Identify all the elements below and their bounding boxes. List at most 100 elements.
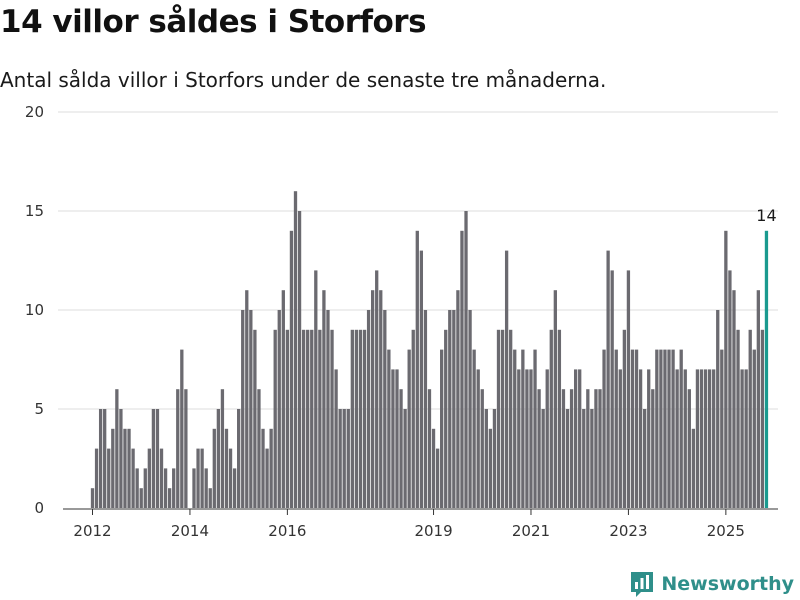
bar	[338, 409, 342, 508]
bar	[366, 310, 371, 508]
bar	[610, 270, 614, 508]
bar	[695, 369, 700, 508]
bar	[667, 349, 671, 508]
bar	[452, 310, 456, 508]
bar	[651, 389, 655, 508]
bar	[172, 468, 176, 508]
bar	[525, 369, 529, 508]
chart-subtitle: Antal sålda villor i Storfors under de s…	[0, 68, 607, 92]
bar	[111, 428, 115, 508]
bar	[399, 389, 403, 508]
bar	[257, 389, 261, 508]
bar	[391, 369, 395, 508]
bar	[269, 428, 273, 508]
bar	[232, 468, 237, 508]
bar	[488, 428, 493, 508]
bar	[123, 428, 127, 508]
bar	[671, 349, 675, 508]
bar	[529, 369, 533, 508]
bar	[127, 428, 131, 508]
bar	[561, 389, 566, 508]
bar	[545, 369, 549, 508]
bar	[537, 389, 541, 508]
bar	[476, 369, 480, 508]
bar	[245, 290, 249, 508]
bar	[281, 290, 285, 508]
bar	[212, 428, 216, 508]
bar	[740, 369, 744, 508]
bar	[322, 290, 326, 508]
bar	[683, 369, 687, 508]
bar	[314, 270, 318, 508]
bar	[119, 409, 123, 508]
bar	[318, 329, 322, 508]
bar	[553, 290, 557, 508]
bar	[224, 428, 229, 508]
bar	[573, 369, 578, 508]
bar	[582, 409, 586, 508]
bar	[200, 448, 204, 508]
bar	[480, 389, 484, 508]
bar	[517, 369, 521, 508]
bar	[744, 369, 748, 508]
bar	[578, 369, 582, 508]
y-tick-label: 0	[34, 499, 44, 517]
bar	[204, 468, 208, 508]
bar	[427, 389, 432, 508]
bar	[330, 329, 334, 508]
bars	[90, 191, 769, 509]
bar	[444, 329, 448, 508]
x-tick-label: 2016	[268, 522, 306, 540]
bar	[468, 310, 472, 508]
x-tick-label: 2023	[609, 522, 647, 540]
bar	[687, 389, 691, 508]
bar	[509, 329, 513, 508]
bar	[679, 349, 683, 508]
bar	[310, 329, 314, 508]
bar	[736, 329, 740, 508]
bar	[760, 329, 765, 508]
bar	[504, 250, 509, 508]
bar	[115, 389, 119, 508]
bar	[626, 270, 631, 508]
bar	[748, 329, 752, 508]
bar	[756, 290, 760, 508]
bar	[277, 310, 281, 508]
bar	[732, 290, 736, 508]
bar	[208, 488, 212, 508]
bar	[423, 310, 428, 508]
bar	[228, 448, 233, 508]
bar	[435, 448, 440, 508]
bar	[379, 290, 383, 508]
bar	[659, 349, 663, 508]
bar	[306, 329, 310, 508]
bar	[663, 349, 667, 508]
bar	[350, 329, 354, 508]
bar	[176, 389, 180, 508]
bar	[440, 349, 444, 508]
bar	[362, 329, 367, 508]
bar	[703, 369, 708, 508]
bar	[143, 468, 147, 508]
bar	[370, 290, 375, 508]
x-tick-label: 2021	[512, 522, 550, 540]
bar	[565, 409, 570, 508]
bar	[464, 211, 468, 508]
bar	[249, 310, 253, 508]
bar	[614, 349, 618, 508]
bar	[383, 310, 387, 508]
bar	[411, 329, 415, 508]
chart-title: 14 villor såldes i Storfors	[0, 4, 427, 40]
bar	[569, 389, 574, 508]
bar	[167, 488, 172, 508]
bar	[716, 310, 720, 508]
y-tick-label: 15	[25, 202, 44, 220]
brand: Newsworthy	[629, 570, 794, 598]
bar	[273, 329, 277, 508]
bar	[598, 389, 602, 508]
bar	[237, 409, 241, 508]
bar	[103, 409, 107, 508]
bar	[590, 409, 594, 508]
bar	[107, 448, 111, 508]
